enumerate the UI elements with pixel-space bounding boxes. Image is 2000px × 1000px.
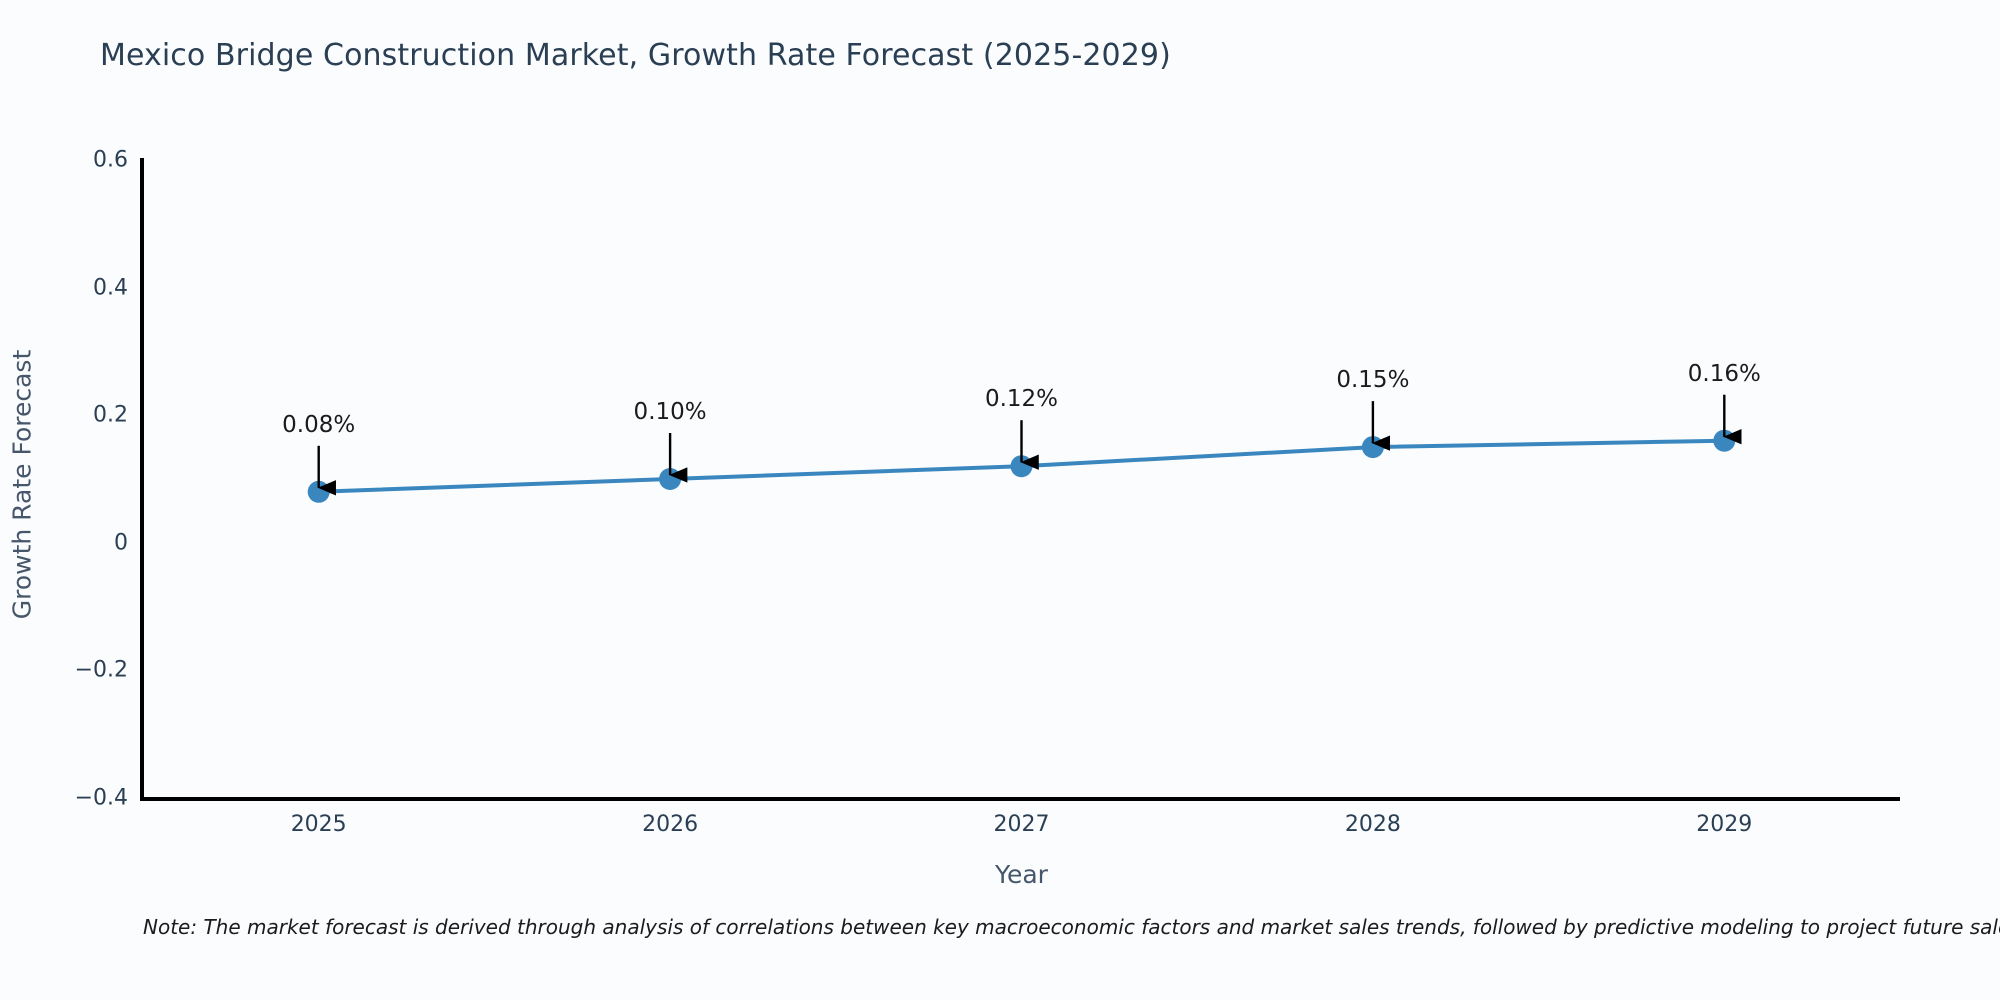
y-tick-label: −0.4: [74, 785, 128, 811]
footnote-note: Note: The market forecast is derived thr…: [143, 915, 2000, 939]
y-tick-label: 0.4: [93, 275, 128, 301]
y-axis-line: [140, 158, 144, 801]
data-point-markers: [307, 429, 1736, 503]
y-axis-title: Growth Rate Forecast: [7, 349, 37, 620]
x-tick-label: 2026: [642, 812, 699, 837]
x-axis-line: [140, 797, 1900, 801]
x-tick-label: 2025: [290, 812, 347, 837]
data-point-label: 0.10%: [633, 399, 707, 425]
y-tick-label: 0.2: [93, 402, 128, 428]
y-tick-label: −0.2: [74, 657, 128, 683]
data-point-label: 0.15%: [1336, 367, 1410, 394]
data-point-marker: [659, 468, 682, 490]
x-tick-label: 2028: [1344, 812, 1401, 837]
forecast-line: [316, 438, 1727, 494]
y-tick-label: 0.6: [93, 147, 128, 173]
x-tick-label: 2027: [993, 812, 1050, 837]
data-point-marker: [1010, 455, 1033, 478]
x-tick-label: 2029: [1696, 812, 1753, 837]
chart-title: Mexico Bridge Construction Market, Growt…: [100, 38, 1171, 73]
y-axis-tick-labels: 0.6 0.4 0.2 0 −0.2 −0.4: [0, 0, 128, 1000]
data-point-marker: [1713, 429, 1736, 452]
x-axis-title: Year: [995, 860, 1048, 889]
data-point-label: 0.08%: [282, 411, 356, 438]
data-point-label: 0.16%: [1687, 360, 1761, 387]
data-point-marker: [1361, 436, 1384, 459]
y-tick-label: 0: [114, 530, 128, 556]
data-point-marker: [307, 480, 330, 503]
data-point-label: 0.12%: [984, 386, 1059, 413]
